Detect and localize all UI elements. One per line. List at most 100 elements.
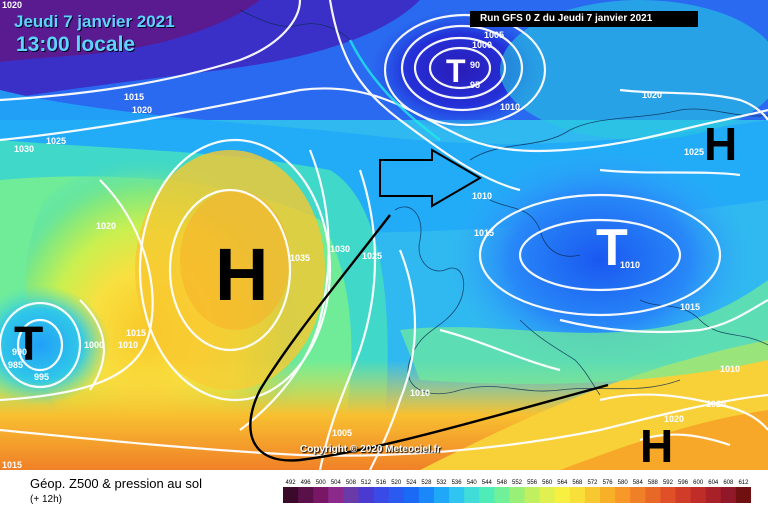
scale-swatch [343,487,359,503]
scale-tick-label: 612 [738,480,749,486]
scale-swatch [705,487,722,503]
isobar-label: 1035 [290,253,310,263]
low-center-north: T [446,53,466,89]
isobar-label: 1030 [330,244,350,254]
scale-swatch [615,487,631,503]
scale-swatch [554,487,571,503]
scale-tick-label: 604 [708,480,719,486]
isobar-label: 1020 [132,105,152,115]
low-center-west: T [14,318,43,371]
scale-swatch [690,487,707,503]
isobar-label: 1010 [410,388,430,398]
scale-swatch [524,487,541,503]
scale-tick-label: 584 [633,480,644,486]
high-center-east: H [704,118,737,170]
scale-tick-label: 556 [527,480,538,486]
scale-swatch [569,487,586,503]
scale-tick-label: 512 [361,480,372,486]
scale-swatch [433,487,450,503]
scale-tick-label: 592 [663,480,674,486]
scale-tick-label: 572 [587,480,598,486]
scale-tick-label: 540 [467,480,478,486]
isobar-label: 1010 [720,364,740,374]
scale-swatch [298,487,314,503]
forecast-time: 13:00 locale [16,33,136,56]
isobar-label: 1005 [332,428,352,438]
scale-swatch [735,487,751,503]
scale-swatch [494,487,510,503]
geopotential-map: H T T H H T 1020 1015 1020 1030 1025 102… [0,0,768,470]
scale-tick-label: 516 [376,480,387,486]
scale-tick-label: 596 [678,480,689,486]
scale-tick-label: 564 [557,480,568,486]
scale-swatch [645,487,661,503]
isobar-label: 95 [470,80,480,90]
scale-tick-label: 548 [497,480,508,486]
scale-tick-label: 588 [648,480,659,486]
scale-tick-label: 536 [452,480,463,486]
scale-tick-label: 532 [437,480,448,486]
scale-swatch [675,487,692,503]
scale-swatch [328,487,344,503]
isobar-label: 90 [470,60,480,70]
scale-tick-label: 568 [572,480,583,486]
isobar-label: 1020 [2,0,22,10]
scale-swatch [464,487,480,503]
isobar-label: 995 [34,372,49,382]
scale-swatch [358,487,375,503]
isobar-label: 1015 [474,228,494,238]
isobar-label: 1030 [14,144,34,154]
isobar-label: 1000 [84,340,104,350]
high-center-southeast: H [640,420,673,470]
isobar-label: 1010 [620,260,640,270]
isobar-label: 1010 [472,191,492,201]
scale-tick-label: 560 [542,480,553,486]
forecast-date: Jeudi 7 janvier 2021 [14,12,175,31]
isobar-label: 1010 [118,340,138,350]
scale-swatch [388,487,405,503]
isobar-label: 1025 [46,136,66,146]
isobar-label: 1005 [484,30,504,40]
low-center-europe: T [596,219,628,277]
scale-tick-label: 508 [346,480,357,486]
scale-swatch [660,487,677,503]
scale-swatch [313,487,329,503]
scale-tick-label: 576 [603,480,614,486]
scale-swatch [584,487,601,503]
scale-tick-label: 496 [301,480,312,486]
forecast-lead-time: (+ 12h) [30,494,62,505]
scale-tick-label: 524 [406,480,417,486]
scale-swatch [600,487,616,503]
isobar-label: 1000 [472,40,492,50]
color-scale-legend: 492 496 500 504 508 512 516 520 524 528 532 536 540 5… [283,480,751,503]
isobar-label: 1025 [684,147,704,157]
isobar-label: 1020 [96,221,116,231]
model-run-label: Run GFS 0 Z du Jeudi 7 janvier 2021 [470,11,698,27]
scale-tick-label: 492 [286,480,297,486]
scale-swatch [630,487,646,503]
copyright-notice: Copyright © 2020 Meteociel.fr [300,444,441,455]
scale-tick-label: 500 [316,480,327,486]
legend-footer: Géop. Z500 & pression au sol (+ 12h) 492… [0,470,768,512]
isobar-label: 1020 [642,90,662,100]
scale-swatch [539,487,556,503]
scale-tick-label: 552 [512,480,523,486]
scale-swatch [373,487,390,503]
scale-swatch [418,487,435,503]
scale-tick-label: 504 [331,480,342,486]
isobar-label: 1025 [362,251,382,261]
isobar-label: 1015 [2,460,22,470]
scale-swatch [720,487,737,503]
scale-tick-label: 600 [693,480,704,486]
isobar-label: 1015 [124,92,144,102]
scale-swatch [509,487,526,503]
isobar-label: 1020 [706,399,726,409]
scale-tick-label: 608 [723,480,734,486]
isobar-label: 985 [8,360,23,370]
scale-swatch [449,487,465,503]
isobar-label: 1015 [680,302,700,312]
scale-swatch [403,487,420,503]
scale-tick-label: 520 [391,480,402,486]
high-center-atlantic: H [215,233,268,316]
